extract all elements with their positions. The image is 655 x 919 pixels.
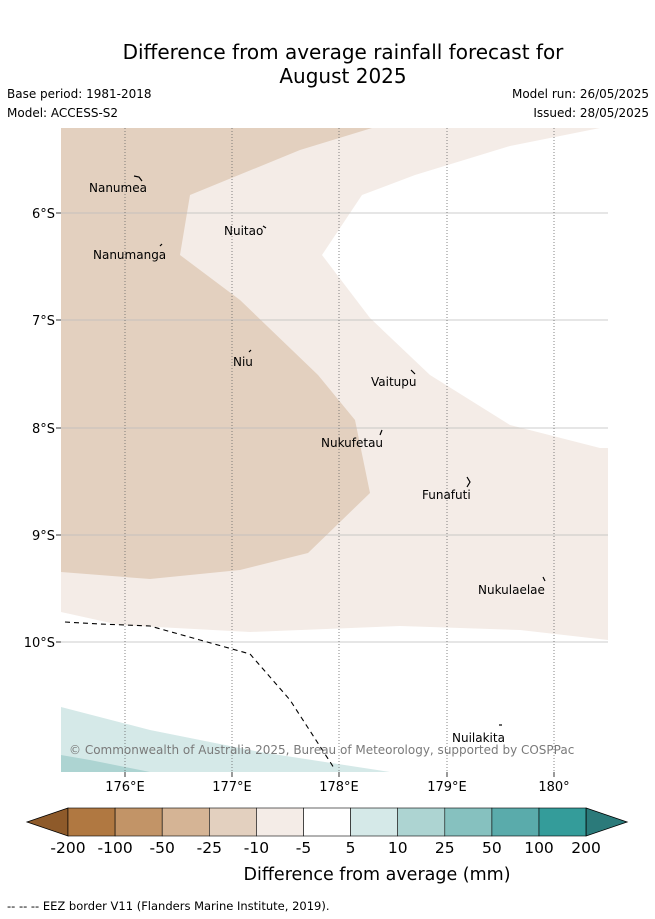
colorbar-segment xyxy=(444,807,493,837)
lat-axis: 6°S 7°S 8°S 9°S 10°S xyxy=(24,207,61,651)
island-nukufetau-shape xyxy=(379,429,383,436)
band-near-average-upper xyxy=(322,128,608,448)
island-nanumanga-shape xyxy=(159,243,163,247)
colorbar: -200 -100 -50 -25 -10 -5 5 10 25 50 100 200 Differen… xyxy=(25,807,629,885)
lat-label-7s: 7°S xyxy=(32,314,55,329)
map-plot-area: Nanumea Nuitao Nanumanga Niu Vaitupu Nuk… xyxy=(61,128,608,772)
lon-label-176e: 176°E xyxy=(105,780,145,795)
colorbar-extend-low xyxy=(25,807,69,837)
title-line-1: Difference from average rainfall forecas… xyxy=(122,40,564,64)
colorbar-tick-label: -200 xyxy=(50,839,85,857)
lat-label-9s: 9°S xyxy=(32,529,55,544)
colorbar-segment xyxy=(161,807,210,837)
colorbar-tick-label: -50 xyxy=(150,839,175,857)
island-nukulaelae-shape xyxy=(542,576,546,582)
lat-label-6s: 6°S xyxy=(32,207,55,222)
colorbar-segment xyxy=(209,807,257,837)
base-period: Base period: 1981-2018 xyxy=(7,87,152,101)
colorbar-segment xyxy=(67,807,116,837)
colorbar-tick-label: 25 xyxy=(435,839,455,857)
colorbar-segment xyxy=(303,807,351,837)
lon-label-178e: 178°E xyxy=(319,780,359,795)
colorbar-segment xyxy=(350,807,399,837)
band-light-teal xyxy=(61,707,390,772)
lat-gridlines xyxy=(61,212,608,643)
place-label-nuilakita: Nuilakita xyxy=(452,731,505,745)
lon-label-177e: 177°E xyxy=(212,780,252,795)
eez-border xyxy=(64,621,335,769)
band-teal xyxy=(61,755,150,772)
lon-gridlines xyxy=(124,128,555,772)
model-name: Model: ACCESS-S2 xyxy=(7,106,119,120)
lon-label-179e: 179°E xyxy=(427,780,467,795)
copyright-notice: © Commonwealth of Australia 2025, Bureau… xyxy=(69,743,574,757)
issued-date: Issued: 28/05/2025 xyxy=(533,106,649,120)
colorbar-segment xyxy=(538,807,587,837)
place-label-vaitupu: Vaitupu xyxy=(371,375,417,389)
eez-footnote: -- -- -- EEZ border V11 (Flanders Marine… xyxy=(7,899,330,913)
colorbar-tick-label: -5 xyxy=(296,839,311,857)
lat-label-8s: 8°S xyxy=(32,422,55,437)
model-run: Model run: 26/05/2025 xyxy=(511,87,649,101)
island-nanumea-shape xyxy=(133,175,143,182)
colorbar-segment xyxy=(491,807,540,837)
title-line-2: August 2025 xyxy=(279,64,407,88)
island-vaitupu-shape xyxy=(410,369,416,375)
colorbar-tick-label: -25 xyxy=(197,839,222,857)
colorbar-segment xyxy=(397,807,446,837)
place-label-nukulaelae: Nukulaelae xyxy=(478,583,545,597)
colorbar-tick-label: 50 xyxy=(482,839,502,857)
map-title: Difference from average rainfall forecas… xyxy=(0,40,655,88)
place-label-funafuti: Funafuti xyxy=(422,488,471,502)
islands xyxy=(133,175,546,726)
colorbar-tick-label: -10 xyxy=(244,839,269,857)
island-funafuti-shape xyxy=(466,476,471,488)
island-niu-shape xyxy=(248,349,252,353)
island-nuitao-shape xyxy=(262,225,267,229)
place-label-nuitao: Nuitao xyxy=(224,224,263,238)
place-label-nanumea: Nanumea xyxy=(89,181,147,195)
colorbar-tick-label: -100 xyxy=(98,839,133,857)
rainfall-map: Nanumea Nuitao Nanumanga Niu Vaitupu Nuk… xyxy=(24,128,629,885)
band-near-average-lower xyxy=(61,612,608,772)
colorbar-segment xyxy=(114,807,163,837)
colorbar-extend-high xyxy=(585,807,629,837)
place-label-nukufetau: Nukufetau xyxy=(321,436,383,450)
colorbar-tick-label: 200 xyxy=(571,839,601,857)
colorbar-tick-label: 100 xyxy=(524,839,554,857)
colorbar-segment xyxy=(256,807,304,837)
band-tan xyxy=(61,128,372,579)
colorbar-title: Difference from average (mm) xyxy=(244,865,511,885)
lat-label-10s: 10°S xyxy=(24,636,55,651)
place-label-nanumanga: Nanumanga xyxy=(93,248,166,262)
place-labels: Nanumea Nuitao Nanumanga Niu Vaitupu Nuk… xyxy=(89,181,545,745)
lon-label-180: 180° xyxy=(538,780,569,795)
colorbar-tick-label: 10 xyxy=(388,839,408,857)
place-label-niu: Niu xyxy=(233,355,253,369)
lon-axis: 176°E 177°E 178°E 179°E 180° xyxy=(105,772,570,795)
colorbar-tick-label: 5 xyxy=(346,839,356,857)
